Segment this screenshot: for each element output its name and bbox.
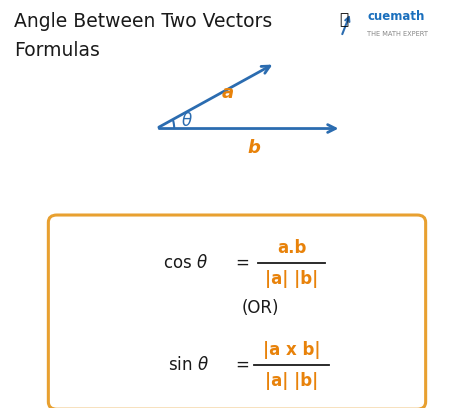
- Text: |a| |b|: |a| |b|: [265, 270, 318, 288]
- Text: cos $\theta$: cos $\theta$: [164, 254, 209, 272]
- Text: THE MATH EXPERT: THE MATH EXPERT: [367, 31, 428, 37]
- Text: sin $\theta$: sin $\theta$: [168, 356, 209, 374]
- Text: a: a: [221, 84, 234, 102]
- Text: cuemath: cuemath: [367, 10, 425, 23]
- FancyBboxPatch shape: [48, 215, 426, 408]
- Text: |a| |b|: |a| |b|: [265, 372, 318, 390]
- Text: 🚀: 🚀: [339, 12, 348, 27]
- Text: (OR): (OR): [242, 299, 280, 317]
- Text: Formulas: Formulas: [14, 41, 100, 60]
- Text: b: b: [247, 139, 260, 157]
- Text: =: =: [235, 356, 249, 374]
- Text: =: =: [235, 254, 249, 272]
- Text: a.b: a.b: [277, 239, 306, 257]
- Text: Angle Between Two Vectors: Angle Between Two Vectors: [14, 12, 273, 31]
- Text: |a x b|: |a x b|: [263, 341, 320, 359]
- Text: $\theta$: $\theta$: [181, 112, 193, 130]
